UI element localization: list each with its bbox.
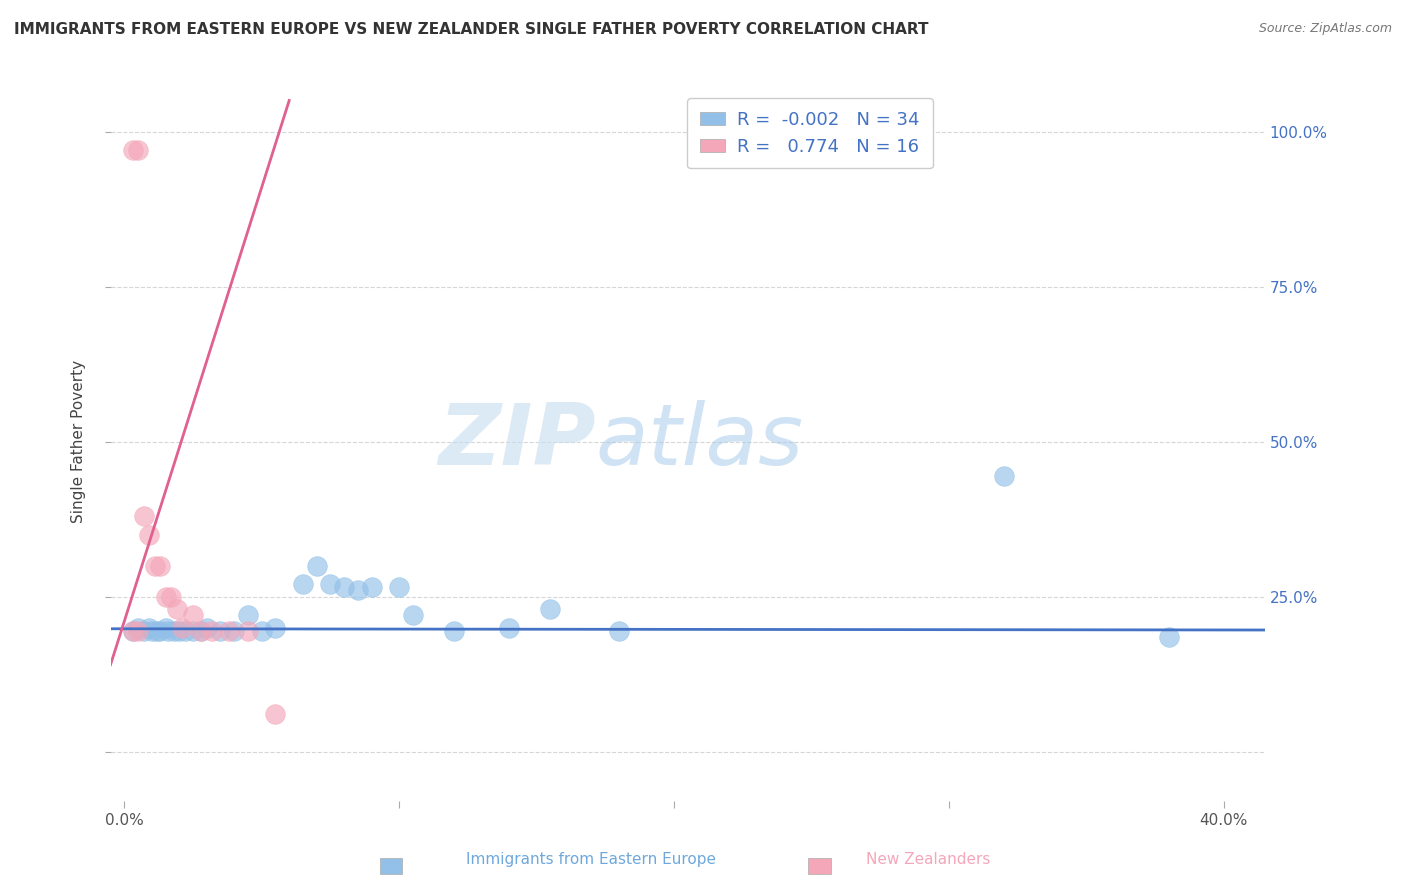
Point (305, 558, 328, 573)
Point (264, 707, 287, 722)
Point (170, 621, 193, 635)
Text: Source: ZipAtlas.com: Source: ZipAtlas.com (1258, 22, 1392, 36)
Point (181, 608, 204, 623)
Point (1157, 630, 1180, 644)
Point (250, 624, 273, 638)
Point (121, 143, 143, 157)
Point (167, 624, 190, 638)
Point (264, 621, 287, 635)
Point (209, 624, 232, 638)
Point (160, 590, 183, 604)
Point (141, 624, 163, 638)
Point (538, 602, 561, 616)
Point (607, 624, 630, 638)
Text: IMMIGRANTS FROM EASTERN EUROPE VS NEW ZEALANDER SINGLE FATHER POVERTY CORRELATIO: IMMIGRANTS FROM EASTERN EUROPE VS NEW ZE… (14, 22, 928, 37)
Point (121, 624, 143, 638)
Point (155, 621, 177, 635)
Point (190, 624, 212, 638)
Point (218, 624, 240, 638)
Point (146, 624, 169, 638)
Point (993, 468, 1015, 483)
Legend: R =  -0.002   N = 34, R =   0.774   N = 16: R = -0.002 N = 34, R = 0.774 N = 16 (688, 98, 932, 169)
Point (388, 580, 411, 594)
Point (127, 621, 149, 635)
Point (201, 624, 224, 638)
Point (157, 624, 180, 638)
Point (224, 624, 246, 638)
Point (143, 558, 166, 573)
Point (236, 608, 259, 623)
Text: atlas: atlas (595, 400, 803, 483)
Point (138, 527, 160, 541)
Point (132, 624, 155, 638)
Point (132, 508, 155, 523)
Point (121, 624, 143, 638)
Point (347, 583, 370, 598)
Point (402, 608, 425, 623)
Text: ZIP: ZIP (437, 400, 595, 483)
Point (319, 577, 342, 591)
Point (291, 577, 314, 591)
Point (163, 624, 186, 638)
Point (360, 580, 382, 594)
Point (149, 558, 172, 573)
Point (443, 624, 465, 638)
Point (173, 624, 195, 638)
Point (155, 590, 177, 604)
Point (166, 602, 188, 616)
Point (181, 624, 204, 638)
Point (149, 624, 172, 638)
Text: Immigrants from Eastern Europe: Immigrants from Eastern Europe (465, 852, 716, 867)
Point (138, 621, 160, 635)
Point (127, 624, 149, 638)
Point (195, 621, 218, 635)
Text: New Zealanders: New Zealanders (866, 852, 990, 867)
Y-axis label: Single Father Poverty: Single Father Poverty (72, 360, 86, 523)
Point (190, 624, 212, 638)
Point (236, 624, 259, 638)
Point (127, 143, 149, 157)
Point (498, 621, 520, 635)
Point (333, 580, 356, 594)
